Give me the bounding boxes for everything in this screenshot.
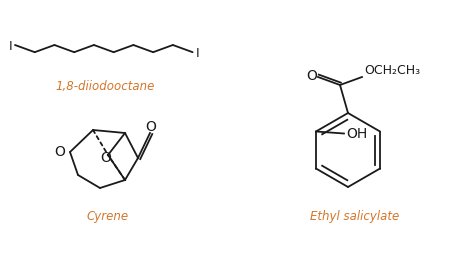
Text: 1,8-diiodooctane: 1,8-diiodooctane [55,80,155,93]
Text: I: I [196,47,199,60]
Text: O: O [101,151,112,165]
Text: OCH₂CH₃: OCH₂CH₃ [364,64,420,77]
Text: O: O [146,120,157,134]
Text: Cyrene: Cyrene [87,210,129,223]
Text: I: I [9,40,12,53]
Text: Ethyl salicylate: Ethyl salicylate [310,210,400,223]
Text: OH: OH [346,126,367,140]
Text: O: O [307,69,317,83]
Text: O: O [54,145,65,159]
